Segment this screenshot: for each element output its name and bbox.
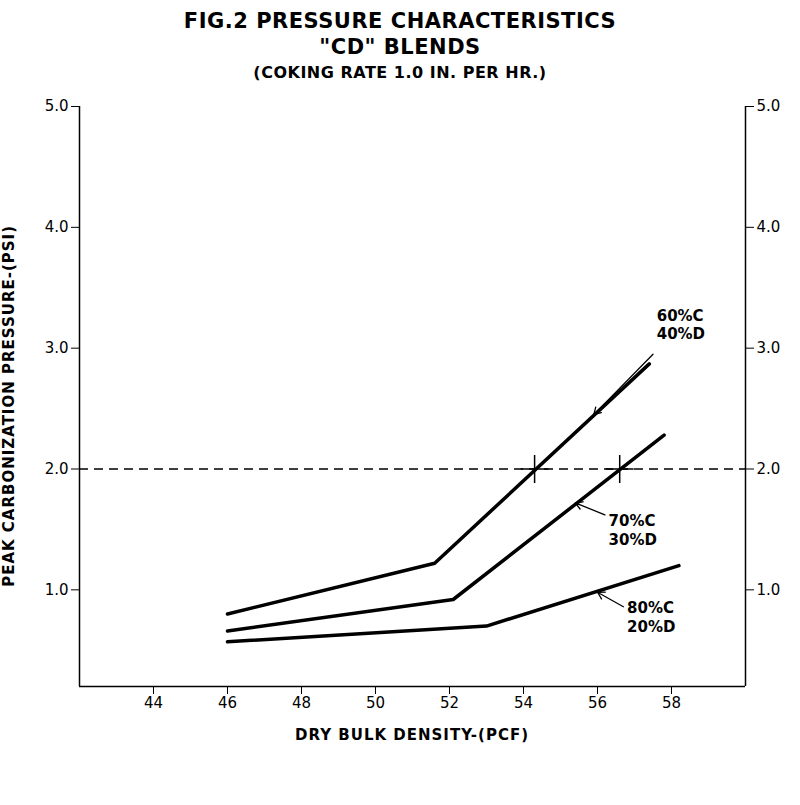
svg-text:5.0: 5.0 — [757, 97, 781, 115]
svg-text:58: 58 — [662, 694, 681, 712]
html-text:FIG.2 PRESSURE CHARACTERISTICS: FIG.2 PRESSURE CHARACTERISTICS — [183, 9, 617, 33]
svg-text:1.0: 1.0 — [757, 581, 781, 599]
svg-text:5.0: 5.0 — [45, 97, 69, 115]
html-text:DRY BULK DENSITY-(PCF): DRY BULK DENSITY-(PCF) — [295, 726, 529, 744]
svg-text:1.0: 1.0 — [45, 581, 69, 599]
svg-text:3.0: 3.0 — [757, 339, 781, 357]
svg-text:48: 48 — [292, 694, 311, 712]
svg-text:54: 54 — [514, 694, 533, 712]
svg-text:50: 50 — [366, 694, 385, 712]
svg-text:60%C40%D: 60%C40%D — [657, 307, 705, 344]
svg-text:3.0: 3.0 — [45, 339, 69, 357]
svg-text:44: 44 — [144, 694, 163, 712]
svg-text:4.0: 4.0 — [757, 218, 781, 236]
html-text:"CD" BLENDS: "CD" BLENDS — [319, 35, 481, 59]
svg-text:70%C30%D: 70%C30%D — [609, 512, 657, 549]
html-text:(COKING RATE 1.0 IN. PER HR.): (COKING RATE 1.0 IN. PER HR.) — [253, 63, 547, 82]
svg-text:2.0: 2.0 — [45, 460, 69, 478]
svg-text:56: 56 — [588, 694, 607, 712]
html-text:PEAK CARBONIZATION PRESSURE-(P: PEAK CARBONIZATION PRESSURE-(PSI) — [0, 225, 18, 587]
svg-text:52: 52 — [440, 694, 459, 712]
svg-text:2.0: 2.0 — [757, 460, 781, 478]
svg-text:4.0: 4.0 — [45, 218, 69, 236]
svg-text:46: 46 — [218, 694, 237, 712]
svg-text:80%C20%D: 80%C20%D — [627, 599, 675, 636]
